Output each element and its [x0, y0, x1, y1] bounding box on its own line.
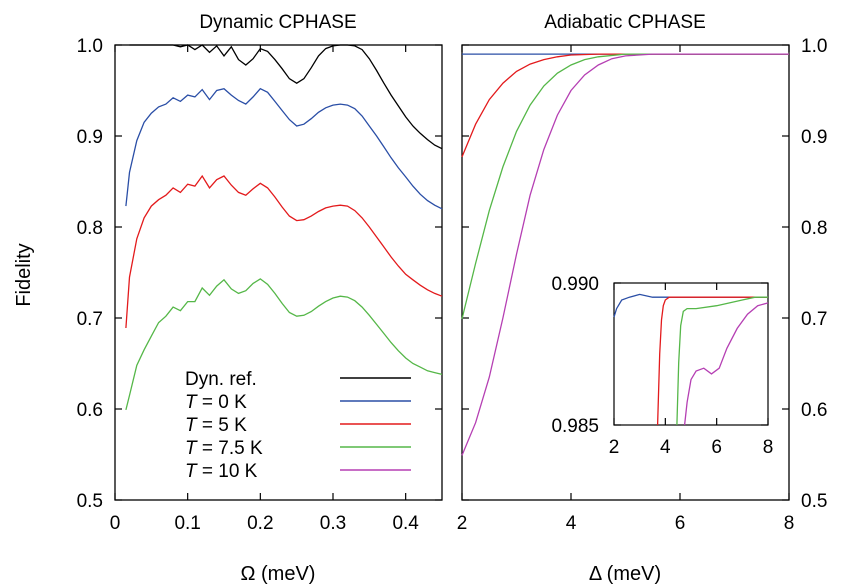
left-x-tick-label: 0.1 [174, 513, 200, 534]
y-axis-label: Fidelity [13, 243, 35, 306]
inset-frame [613, 282, 769, 426]
left-series-line-3 [125, 278, 443, 411]
right-x-tick-label: 4 [566, 513, 577, 534]
right-y-tick-label-right: 0.9 [801, 127, 827, 148]
legend: Dyn. ref.T = 0 KT = 5 KT = 7.5 KT = 10 K [185, 369, 411, 482]
left-panel-title: Dynamic CPHASE [199, 12, 356, 33]
legend-label-italic: T [185, 438, 198, 459]
right-y-tick-label-right: 0.5 [801, 491, 827, 512]
left-y-tick-label: 0.5 [77, 491, 103, 512]
legend-label-3: T = 7.5 K [185, 438, 263, 459]
left-y-tick-label: 0.6 [77, 400, 103, 421]
right-axis-ticks: 2 4 6 8 0.5 0.6 0.7 0.8 0.9 1.0 [457, 36, 828, 534]
inset-y-tick-label: 0.990 [551, 274, 599, 295]
right-y-tick-label-right: 0.8 [801, 218, 827, 239]
right-y-tick-label-right: 0.7 [801, 309, 827, 330]
inset-series-line-1 [656, 296, 768, 426]
left-x-tick-label: 0.3 [320, 513, 346, 534]
legend-label-italic: T [185, 392, 198, 413]
left-plot-frame [114, 44, 443, 501]
right-panel-title: Adiabatic CPHASE [544, 12, 706, 33]
left-x-tick-label: 0.2 [247, 513, 273, 534]
inset-x-tick-label: 8 [763, 437, 774, 458]
right-x-tick-label: 8 [784, 513, 795, 534]
legend-label-0: Dyn. ref. [185, 369, 257, 390]
right-series-layer [461, 53, 789, 456]
left-series-line-2 [125, 174, 443, 329]
inset-series-line-2 [676, 296, 768, 426]
inset-x-tick-label: 4 [660, 437, 671, 458]
right-x-tick-label: 6 [675, 513, 686, 534]
legend-label-italic: T [185, 461, 198, 482]
inset-y-tick-label: 0.985 [551, 416, 599, 437]
left-series-line-0 [129, 44, 443, 150]
inset-series-layer [613, 293, 769, 426]
legend-label-italic: T [185, 415, 198, 436]
left-series-line-1 [125, 87, 443, 210]
inset-x-tick-label: 2 [609, 437, 620, 458]
right-y-tick-label-right: 0.6 [801, 400, 827, 421]
legend-label-1: T = 0 K [185, 392, 247, 413]
right-series-line-3 [461, 53, 789, 456]
left-series-layer [125, 44, 443, 411]
right-y-tick-label-right: 1.0 [801, 36, 827, 57]
legend-label-text: = 5 K [197, 415, 247, 436]
right-x-axis-label: Δ (meV) [589, 563, 661, 585]
right-series-line-1 [461, 53, 789, 158]
legend-label-text: = 7.5 K [197, 438, 263, 459]
left-y-tick-label: 0.9 [77, 127, 103, 148]
legend-label-4: T = 10 K [185, 461, 258, 482]
left-x-axis-label: Ω (meV) [241, 563, 316, 585]
legend-label-text: = 0 K [197, 392, 247, 413]
left-y-tick-label: 1.0 [77, 36, 103, 57]
legend-label-text: = 10 K [197, 461, 258, 482]
inset-x-tick-label: 6 [711, 437, 722, 458]
left-y-tick-label: 0.7 [77, 309, 103, 330]
inset-series-line-3 [683, 302, 769, 426]
right-plot-frame [461, 44, 790, 501]
left-x-tick-label: 0 [110, 513, 121, 534]
left-x-tick-label: 0.4 [392, 513, 419, 534]
inset-axis-ticks: 2 4 6 8 0.985 0.990 [551, 274, 773, 458]
left-y-tick-label: 0.8 [77, 218, 103, 239]
right-series-line-2 [461, 53, 789, 320]
legend-label-2: T = 5 K [185, 415, 247, 436]
legend-label-text: Dyn. ref. [185, 369, 257, 390]
right-x-tick-label: 2 [457, 513, 468, 534]
left-axis-ticks: 0 0.1 0.2 0.3 0.4 0.5 0.6 0.7 0.8 0.9 1.0 [77, 36, 442, 534]
